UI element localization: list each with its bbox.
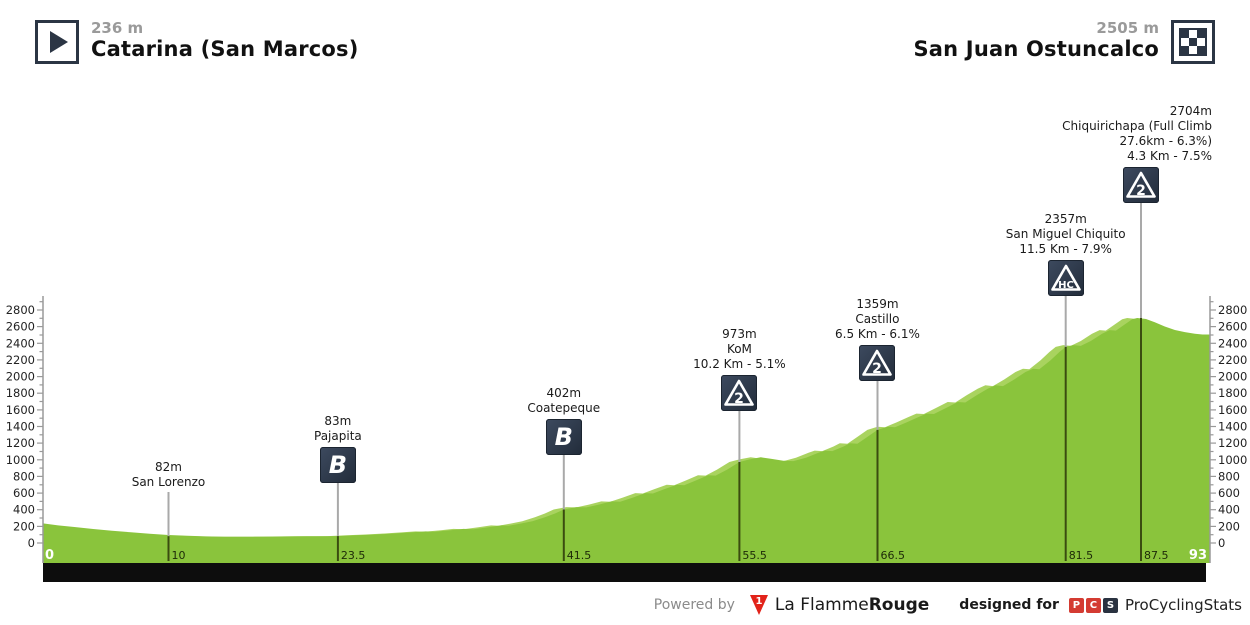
finish-town-name: San Juan Ostuncalco: [913, 37, 1159, 61]
pcs-wordmark: ProCyclingStats: [1124, 596, 1242, 614]
y-tick-label: 2200: [1218, 353, 1247, 367]
x-tick-label: 10: [171, 549, 185, 562]
svg-text:1: 1: [755, 596, 762, 607]
x-tick-label: 87.5: [1144, 549, 1169, 562]
y-tick-label: 2800: [6, 303, 35, 317]
y-tick-label: 0: [1218, 536, 1225, 550]
waypoint-label-line: 27.6km - 6.3%): [1119, 134, 1212, 148]
footer-credits: Powered by 1 La FlammeRouge designed for…: [654, 593, 1242, 617]
x-tick-label: 23.5: [341, 549, 366, 562]
y-tick-label: 1800: [6, 386, 35, 400]
finish-header: 2505 m San Juan Ostuncalco: [913, 20, 1215, 64]
waypoint-label-line: KoM: [726, 342, 752, 356]
waypoint-label-line: 2704m: [1169, 104, 1212, 118]
y-tick-label: 1200: [1218, 436, 1247, 450]
waypoint-label: 973m KoM 10.2 Km - 5.1%: [619, 327, 859, 372]
waypoint-label-line: 1359m: [856, 297, 899, 311]
waypoint-label: 82m San Lorenzo: [48, 460, 288, 490]
start-flag-icon: [35, 20, 79, 64]
x-tick-label: 41.5: [567, 549, 592, 562]
cat2-climb-icon: 2: [859, 345, 896, 381]
pcs-letter-c: C: [1085, 597, 1101, 613]
bottom-bar: [43, 563, 1206, 582]
start-elevation: 236 m: [91, 19, 144, 37]
y-tick-label: 1400: [6, 420, 35, 434]
x-tick-label: 81.5: [1069, 549, 1094, 562]
cat2-climb-icon: 2: [721, 375, 758, 411]
x-tick-label-emph: 93: [1189, 548, 1207, 563]
y-tick-label: 1000: [1218, 453, 1247, 467]
cat2-climb-icon: 2: [1122, 167, 1159, 203]
y-tick-label: 600: [1218, 486, 1240, 500]
x-tick-label: 55.5: [742, 549, 767, 562]
waypoint-label-line: San Miguel Chiquito: [1005, 227, 1126, 241]
pcs-letter-p: P: [1068, 597, 1084, 613]
y-tick-label: 200: [13, 519, 35, 533]
svg-text:2: 2: [873, 361, 883, 377]
designed-for-label: designed for: [959, 597, 1059, 613]
waypoint-label-line: 11.5 Km - 7.9%: [1019, 242, 1112, 256]
waypoint-label: 2704m Chiquirichapa (Full Climb 27.6km - 6…: [972, 104, 1212, 164]
y-tick-label: 1600: [1218, 403, 1247, 417]
y-tick-label: 200: [1218, 519, 1240, 533]
waypoint-label-line: 2357m: [1044, 212, 1087, 226]
y-tick-label: 2600: [6, 320, 35, 334]
y-tick-label: 1200: [6, 436, 35, 450]
waypoint-label-line: 4.3 Km - 7.5%: [1127, 149, 1212, 163]
waypoint-label-line: 402m: [546, 386, 582, 400]
waypoint-label-line: San Lorenzo: [131, 475, 206, 489]
waypoint-label-line: 83m: [324, 414, 352, 428]
waypoint-label-line: Chiquirichapa (Full Climb: [1062, 119, 1212, 133]
y-tick-label: 600: [13, 486, 35, 500]
y-tick-label: 1800: [1218, 386, 1247, 400]
y-tick-label: 0: [28, 536, 35, 550]
y-tick-label: 400: [1218, 503, 1240, 517]
y-tick-label: 1000: [6, 453, 35, 467]
powered-by-label: Powered by: [653, 597, 735, 613]
waypoint-label-line: 10.2 Km - 5.1%: [693, 357, 786, 371]
y-tick-label: 2400: [6, 336, 35, 350]
waypoint-label: 83m Pajapita: [218, 414, 458, 444]
svg-text:2: 2: [1136, 183, 1146, 199]
y-tick-label: 800: [13, 469, 35, 483]
hc-climb-icon: HC: [1047, 260, 1084, 296]
y-tick-label: 1600: [6, 403, 35, 417]
finish-elevation: 2505 m: [1096, 19, 1159, 37]
svg-text:HC: HC: [1058, 280, 1074, 291]
x-tick-label-emph: 0: [45, 548, 54, 563]
y-tick-label: 2600: [1218, 320, 1247, 334]
start-town-name: Catarina (San Marcos): [91, 37, 359, 61]
y-tick-label: 800: [1218, 469, 1240, 483]
waypoint-label-line: 973m: [722, 327, 757, 341]
waypoint-label: 402m Coatepeque: [444, 386, 684, 416]
procyclingstats-logo[interactable]: P C S ProCyclingStats: [1068, 596, 1242, 614]
waypoint-label-line: Castillo: [855, 312, 900, 326]
bonus-sprint-icon: B: [319, 447, 356, 483]
lfr-triangle-icon: 1: [749, 595, 768, 615]
y-tick-label: 2000: [1218, 370, 1247, 384]
bonus-sprint-icon: B: [545, 419, 582, 455]
x-tick-label: 66.5: [880, 549, 905, 562]
start-header: 236 m Catarina (San Marcos): [35, 20, 359, 64]
y-tick-label: 400: [13, 503, 35, 517]
la-flamme-rouge-logo[interactable]: 1 La FlammeRouge: [749, 594, 929, 616]
y-tick-label: 2400: [1218, 336, 1247, 350]
finish-flag-icon: [1171, 20, 1215, 64]
y-tick-label: 1400: [1218, 420, 1247, 434]
waypoint-label: 1359m Castillo 6.5 Km - 6.1%: [757, 297, 997, 342]
waypoint-label-line: Pajapita: [314, 429, 362, 443]
waypoint-label-line: Coatepeque: [527, 401, 601, 415]
pcs-letter-s: S: [1102, 597, 1118, 613]
y-tick-label: 2800: [1218, 303, 1247, 317]
svg-text:2: 2: [735, 391, 745, 407]
lfr-wordmark: La FlammeRouge: [774, 595, 930, 615]
waypoint-label: 2357m San Miguel Chiquito 11.5 Km - 7.9%: [946, 212, 1186, 257]
y-tick-label: 2200: [6, 353, 35, 367]
waypoint-label-line: 6.5 Km - 6.1%: [835, 327, 920, 341]
waypoint-label-line: 82m: [154, 460, 182, 474]
profile-area-main: [43, 318, 1210, 563]
y-tick-label: 2000: [6, 370, 35, 384]
